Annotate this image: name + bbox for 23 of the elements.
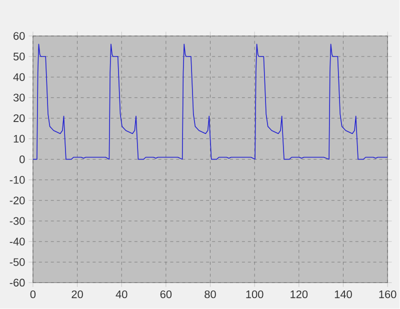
y-tick-label: -10 <box>10 176 25 184</box>
x-tick-label: 20 <box>72 290 83 298</box>
y-tick-label: 20 <box>14 114 25 122</box>
x-tick-label: 100 <box>246 290 264 298</box>
x-tick-label: 120 <box>290 290 308 298</box>
y-tick-label: -50 <box>10 258 25 266</box>
x-tick-label: 40 <box>116 290 128 298</box>
x-tick-label: 160 <box>379 290 396 298</box>
y-tick-label: 10 <box>14 135 25 143</box>
y-tick-label: 30 <box>13 94 25 102</box>
y-tick-label: -30 <box>10 217 25 226</box>
y-tick-label: 0 <box>20 156 25 164</box>
y-tick-label: 40 <box>13 73 25 82</box>
x-tick-label: 0 <box>30 290 36 298</box>
x-tick-label: 80 <box>204 290 216 298</box>
y-tick-label: 60 <box>14 32 25 40</box>
line-series <box>32 44 388 160</box>
y-tick-label: 50 <box>13 52 25 61</box>
y-tick-label: -20 <box>10 196 25 204</box>
x-tick-label: 60 <box>160 290 172 298</box>
y-tick-label: -60 <box>10 278 25 287</box>
x-tick-label: 140 <box>334 290 352 298</box>
y-tick-label: -40 <box>10 238 25 246</box>
